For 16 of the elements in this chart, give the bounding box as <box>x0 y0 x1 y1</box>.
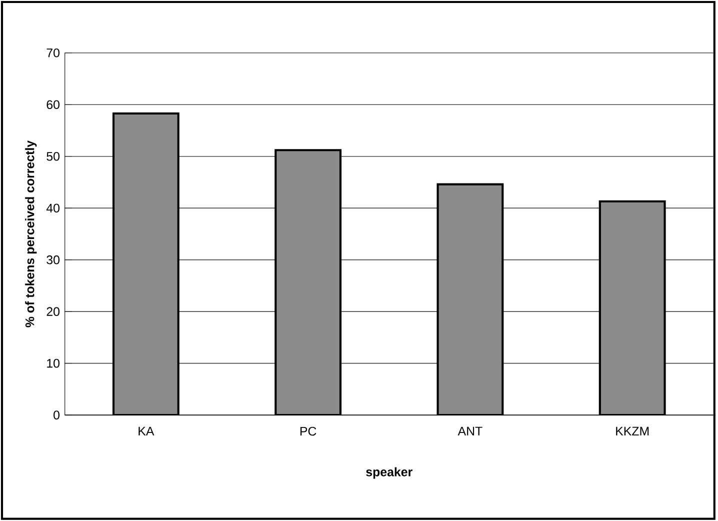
x-tick-label: KKZM <box>616 426 649 436</box>
x-tick-label: KA <box>138 426 154 436</box>
y-axis-title: % of tokens perceived correctly <box>25 140 37 328</box>
y-tick-label: 10 <box>47 358 60 368</box>
y-tick-label: 50 <box>46 152 60 161</box>
y-tick-label: 30 <box>46 256 60 264</box>
y-tick-label: 0 <box>54 410 60 420</box>
bar <box>598 200 666 416</box>
x-tick-label: ANT <box>458 426 482 436</box>
y-tick-label: 20 <box>46 307 60 316</box>
bar <box>436 183 504 416</box>
x-axis-title: speaker <box>366 467 412 479</box>
y-tick-label: 60 <box>46 100 60 110</box>
y-tick-label: 70 <box>46 48 60 58</box>
x-tick-label: PC <box>300 426 316 436</box>
y-tick-label: 40 <box>46 204 60 213</box>
